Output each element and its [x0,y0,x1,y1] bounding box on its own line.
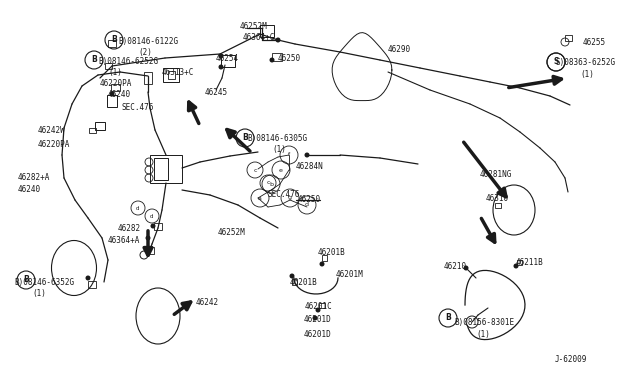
Bar [108,40,116,47]
Text: 46242W: 46242W [38,126,66,135]
Bar [322,255,327,261]
Bar [95,122,105,130]
Text: a: a [258,196,262,201]
Bar [565,35,572,41]
Text: 46201B: 46201B [290,278,317,287]
Circle shape [86,276,90,280]
Circle shape [218,54,223,58]
Text: c: c [253,167,257,173]
Text: d: d [136,205,140,211]
Bar [150,155,182,183]
Circle shape [109,92,115,96]
Text: 46250: 46250 [278,54,301,63]
Text: (1): (1) [476,330,490,339]
Text: 46364+A: 46364+A [108,236,140,245]
Text: (1): (1) [580,70,594,79]
Text: 46282: 46282 [118,224,141,233]
Bar [272,53,282,61]
Text: 46220PA: 46220PA [38,140,70,149]
Text: 46201D: 46201D [304,315,332,324]
Text: B)08156-8301E: B)08156-8301E [454,318,514,327]
Bar [89,128,96,133]
Text: 46364+C: 46364+C [243,33,275,42]
Bar [168,71,175,79]
Text: 46210: 46210 [444,262,467,271]
Text: 46240: 46240 [108,90,131,99]
Bar [495,203,501,208]
Circle shape [319,262,324,266]
Text: B)08146-6352G: B)08146-6352G [14,278,74,287]
Text: 46201D: 46201D [304,330,332,339]
Text: 46220PA: 46220PA [100,79,132,88]
Text: 46242: 46242 [196,298,219,307]
Text: 46252M: 46252M [218,228,246,237]
Text: 46201C: 46201C [305,302,333,311]
Text: B: B [242,134,248,142]
Text: b: b [269,182,273,186]
Bar [221,55,235,67]
Circle shape [218,64,223,70]
Text: SEC.476: SEC.476 [122,103,154,112]
Text: B: B [91,55,97,64]
Text: 46313+C: 46313+C [162,68,195,77]
Text: (2): (2) [138,48,152,57]
Bar [88,281,96,288]
Bar [517,260,522,265]
Circle shape [312,315,317,321]
Circle shape [316,308,321,312]
Bar [105,63,112,69]
Text: 46281NG: 46281NG [480,170,513,179]
Text: 46240: 46240 [18,185,41,194]
Text: d: d [150,214,154,218]
Text: (1): (1) [32,289,46,298]
Text: 46211B: 46211B [516,258,544,267]
Bar [111,84,120,91]
Bar [154,223,162,230]
Text: S)08363-6252G: S)08363-6252G [556,58,616,67]
Circle shape [513,263,518,269]
Text: B)08146-6252G: B)08146-6252G [98,57,158,66]
Text: S: S [554,58,559,67]
Text: B: B [23,276,29,285]
Bar [144,72,152,84]
Text: (1): (1) [108,68,122,77]
Text: 46254: 46254 [216,54,239,63]
Bar [292,279,297,285]
Text: c: c [266,180,269,186]
Text: 46201M: 46201M [336,270,364,279]
Circle shape [275,38,280,42]
Text: 46250: 46250 [298,195,321,204]
Circle shape [463,266,468,270]
Bar [154,158,168,180]
Text: e: e [279,167,283,173]
Text: f: f [288,153,290,157]
Text: 46201B: 46201B [318,248,346,257]
Text: B: B [445,314,451,323]
Text: 46310: 46310 [486,194,509,203]
Text: 46284N: 46284N [296,162,324,171]
Text: (1): (1) [272,145,286,154]
Text: 46282+A: 46282+A [18,173,51,182]
Bar [163,68,179,82]
Circle shape [305,153,310,157]
Bar [146,247,154,254]
Text: B: B [111,35,117,45]
Text: g: g [288,196,292,201]
Text: 46252M: 46252M [240,22,268,31]
Text: 46255: 46255 [583,38,606,47]
Text: 46290: 46290 [388,45,411,54]
Text: SEC.476: SEC.476 [268,190,300,199]
Text: B)08146-6122G: B)08146-6122G [118,37,178,46]
Text: B)08146-6305G: B)08146-6305G [247,134,307,143]
Text: J-62009: J-62009 [555,355,588,364]
Bar [260,25,274,37]
Circle shape [145,235,150,241]
Bar [107,95,117,107]
Circle shape [269,58,275,62]
Text: 46245: 46245 [205,88,228,97]
Bar [319,303,325,308]
Circle shape [150,224,156,228]
Text: d: d [305,202,309,208]
Circle shape [289,273,294,279]
